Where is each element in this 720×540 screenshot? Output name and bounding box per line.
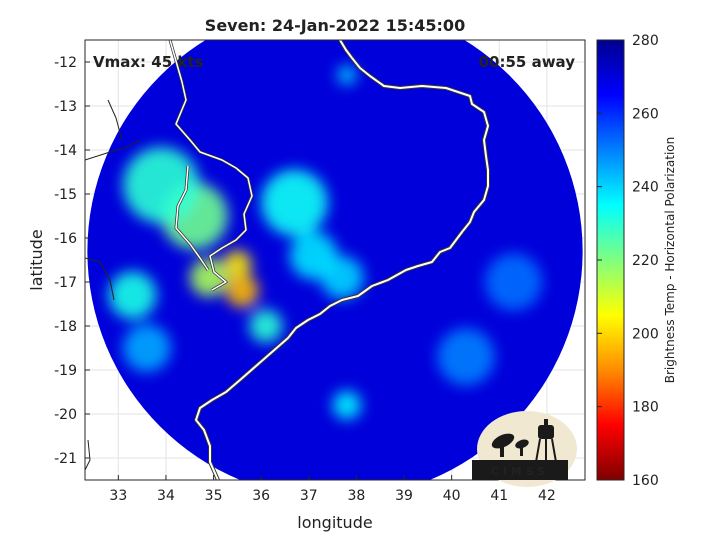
coastline [195, 40, 489, 480]
x-tick-label: 36 [252, 488, 270, 504]
colorbar-tick-label: 260 [632, 106, 659, 122]
x-tick-label: 34 [157, 488, 175, 504]
y-tick-label: -17 [54, 275, 77, 291]
x-tick-label: 33 [109, 488, 127, 504]
swath-features [108, 65, 543, 420]
colorbar-tick-label: 240 [632, 180, 659, 196]
colorbar-tick-label: 200 [632, 326, 659, 342]
y-tick-label: -19 [54, 363, 77, 379]
y-tick-label: -15 [54, 187, 77, 203]
x-tick-label: 37 [300, 488, 318, 504]
time-away-annotation: 00:55 away [479, 53, 576, 71]
colorbar-tick-label: 280 [632, 33, 659, 49]
x-tick-label: 39 [395, 488, 413, 504]
y-axis-label: latitude [27, 229, 46, 290]
y-tick-label: -20 [54, 407, 77, 423]
y-tick-label: -13 [54, 99, 77, 115]
x-axis-ticks: 33 34 35 36 37 38 39 40 41 42 [109, 475, 556, 504]
outer-borders [85, 99, 141, 471]
swath-feature [289, 231, 338, 280]
swath-feature [261, 169, 328, 237]
swath-feature [223, 250, 252, 279]
x-tick-label: 40 [443, 488, 461, 504]
swath-feature [123, 324, 171, 372]
chart-title: Seven: 24-Jan-2022 15:45:00 [205, 16, 465, 35]
colorbar-tick-label: 160 [632, 473, 659, 489]
x-tick-label: 42 [538, 488, 556, 504]
logo-building [472, 460, 568, 480]
brightness-swath [87, 40, 583, 480]
swath-feature [437, 328, 495, 386]
colorbar-ticks: 160 180 200 220 240 260 280 [597, 33, 659, 489]
vmax-annotation: Vmax: 45 kts [93, 53, 203, 71]
swath-feature [337, 65, 357, 85]
water-tower-icon [535, 419, 557, 463]
plot-frame [84, 39, 586, 481]
colorbar: 160 180 200 220 240 260 280 Brightness Temp - … [596, 33, 677, 489]
y-tick-label: -14 [54, 143, 77, 159]
colorbar-tick-label: 220 [632, 253, 659, 269]
swath-feature [484, 253, 543, 311]
x-tick-label: 41 [490, 488, 508, 504]
y-axis-ticks: -12 -13 -14 -15 -16 -17 -18 -19 -20 -21 [54, 55, 90, 467]
y-tick-label: -16 [54, 231, 77, 247]
coastlines [85, 40, 490, 480]
x-tick-label: 35 [205, 488, 223, 504]
y-tick-label: -12 [54, 55, 77, 71]
border-lines [169, 40, 253, 291]
swath-feature [225, 274, 259, 308]
cimss-logo: CIMSS [472, 411, 577, 487]
swath-feature [249, 309, 283, 343]
logo-text: CIMSS [491, 465, 549, 478]
x-tick-label: 38 [348, 488, 366, 504]
y-tick-label: -21 [54, 451, 77, 467]
swath-feature [108, 271, 157, 320]
y-tick-label: -18 [54, 319, 77, 335]
satellite-dish-icon [491, 433, 529, 457]
colorbar-tick-label: 180 [632, 400, 659, 416]
x-axis-label: longitude [297, 513, 372, 532]
colorbar-label: Brightness Temp - Horizontal Polarizatio… [663, 137, 677, 384]
swath-feature [332, 390, 362, 420]
